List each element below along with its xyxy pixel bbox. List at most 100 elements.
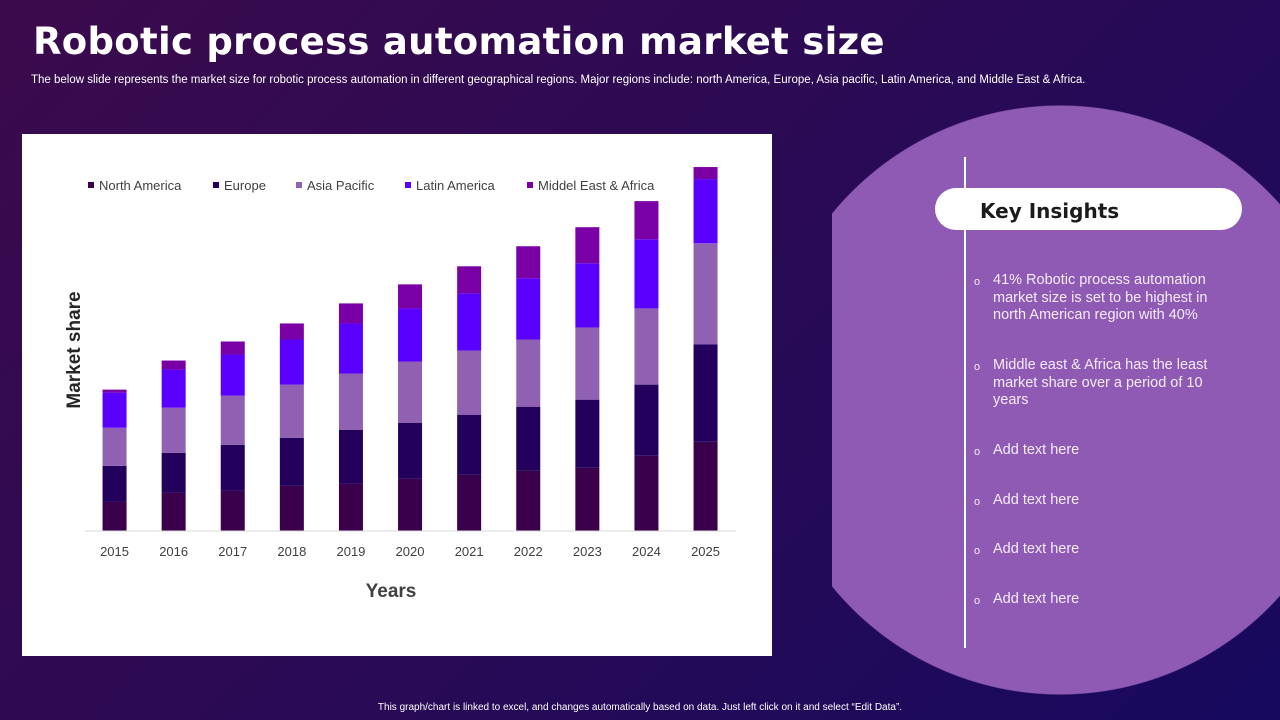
bar-segment-middel-east-africa-2016[interactable]	[161, 360, 186, 370]
bar-segment-north-america-2025[interactable]	[693, 441, 718, 531]
x-tick-label: 2024	[632, 544, 661, 559]
bar-segment-latin-america-2016[interactable]	[161, 369, 186, 408]
bar-segment-latin-america-2017[interactable]	[220, 354, 245, 396]
bar-segment-latin-america-2020[interactable]	[398, 308, 423, 362]
bar-segment-latin-america-2018[interactable]	[279, 339, 304, 385]
x-tick-label: 2025	[691, 544, 720, 559]
bar-segment-europe-2021[interactable]	[457, 414, 482, 475]
key-insights-title: Key Insights	[980, 199, 1120, 223]
insights-list: o 41% Robotic process automation market s…	[974, 272, 1224, 640]
bar-segment-europe-2024[interactable]	[634, 384, 659, 456]
bar-segment-middel-east-africa-2024[interactable]	[634, 201, 659, 240]
bar-segment-north-america-2019[interactable]	[338, 483, 363, 531]
bar-segment-middel-east-africa-2019[interactable]	[338, 303, 363, 324]
bar-segment-north-america-2024[interactable]	[634, 455, 659, 531]
x-tick-label: 2020	[396, 544, 425, 559]
legend-label: Europe	[224, 178, 266, 193]
bullet-circle-icon: o	[974, 276, 981, 288]
x-tick-label: 2015	[100, 544, 129, 559]
legend-swatch	[88, 182, 94, 188]
x-tick-label: 2022	[514, 544, 543, 559]
chart-container[interactable]: North America Europe Asia Pacific Latin Ame…	[22, 134, 772, 656]
bar-segment-latin-america-2021[interactable]	[457, 293, 482, 351]
bar-segment-asia-pacific-2020[interactable]	[398, 361, 423, 423]
legend-label: Latin America	[416, 178, 496, 193]
bar-segment-north-america-2022[interactable]	[516, 470, 541, 531]
legend: North America Europe Asia Pacific Latin Ame…	[88, 178, 655, 193]
key-insights-header: Key Insights	[935, 188, 1242, 230]
bar-segment-asia-pacific-2025[interactable]	[693, 243, 718, 345]
bar-segment-latin-america-2024[interactable]	[634, 239, 659, 309]
bar-segment-asia-pacific-2022[interactable]	[516, 339, 541, 407]
bar-segment-middel-east-africa-2018[interactable]	[279, 323, 304, 340]
bar-segment-europe-2020[interactable]	[398, 422, 423, 479]
x-tick-labels: 2015 2016 2017 2018 2019 2020 2021 2022 2023 2024…	[100, 544, 720, 559]
x-tick-label: 2016	[159, 544, 188, 559]
x-tick-label: 2023	[573, 544, 602, 559]
bar-segment-north-america-2023[interactable]	[575, 467, 600, 531]
bar-segment-asia-pacific-2018[interactable]	[279, 384, 304, 438]
bar-segment-latin-america-2015[interactable]	[102, 392, 127, 428]
insight-item: o 41% Robotic process automation market s…	[974, 272, 1224, 357]
bar-segment-middel-east-africa-2021[interactable]	[457, 266, 482, 294]
bar-segment-europe-2025[interactable]	[693, 344, 718, 442]
bar-segment-asia-pacific-2016[interactable]	[161, 407, 186, 453]
bar-segment-north-america-2021[interactable]	[457, 474, 482, 531]
stacked-bar-chart: North America Europe Asia Pacific Latin Ame…	[64, 167, 736, 602]
bar-segment-asia-pacific-2019[interactable]	[338, 373, 363, 430]
bullet-circle-icon: o	[974, 594, 981, 607]
insight-text: 41% Robotic process automation market si…	[993, 272, 1208, 323]
bar-segment-europe-2023[interactable]	[575, 399, 600, 468]
bar-segment-asia-pacific-2017[interactable]	[220, 395, 245, 445]
x-tick-label: 2018	[277, 544, 306, 559]
bar-segment-middel-east-africa-2017[interactable]	[220, 341, 245, 355]
bar-segment-latin-america-2022[interactable]	[516, 278, 541, 340]
bar-segment-latin-america-2023[interactable]	[575, 263, 600, 328]
legend-swatch	[527, 182, 533, 188]
bar-segment-europe-2016[interactable]	[161, 452, 186, 493]
bar-segment-europe-2019[interactable]	[338, 429, 363, 484]
bar-segment-middel-east-africa-2015[interactable]	[102, 389, 127, 393]
bullet-circle-icon: o	[974, 495, 981, 508]
bullet-circle-icon: o	[974, 446, 981, 458]
bar-segment-europe-2015[interactable]	[102, 465, 127, 502]
legend-label: Middel East & Africa	[538, 178, 655, 193]
bar-segment-latin-america-2025[interactable]	[693, 179, 718, 244]
insight-item: o Add text here	[974, 442, 1224, 492]
insight-item: o Add text here	[974, 492, 1224, 542]
insight-text: Middle east & Africa has the least marke…	[993, 357, 1208, 408]
x-tick-label: 2021	[455, 544, 484, 559]
bar-segment-asia-pacific-2023[interactable]	[575, 327, 600, 400]
legend-swatch	[405, 182, 411, 188]
insight-text: Add text here	[993, 491, 1080, 508]
legend-swatch	[296, 182, 302, 188]
insight-item: o Add text here	[974, 591, 1224, 641]
bullet-circle-icon: o	[974, 361, 981, 373]
bar-segment-north-america-2018[interactable]	[279, 485, 304, 531]
bar-segment-north-america-2017[interactable]	[220, 490, 245, 531]
insight-item: o Add text here	[974, 541, 1224, 591]
bar-segment-europe-2018[interactable]	[279, 437, 304, 486]
bar-segment-middel-east-africa-2022[interactable]	[516, 246, 541, 279]
insight-text: Add text here	[993, 590, 1080, 607]
bar-segment-asia-pacific-2015[interactable]	[102, 427, 127, 466]
page-subtitle: The below slide represents the market si…	[31, 74, 1086, 86]
bar-segment-latin-america-2019[interactable]	[338, 323, 363, 374]
bar-segment-north-america-2020[interactable]	[398, 478, 423, 531]
legend-label: Asia Pacific	[307, 178, 375, 193]
legend-label: North America	[99, 178, 182, 193]
legend-swatch	[213, 182, 219, 188]
x-tick-label: 2019	[336, 544, 365, 559]
bar-segment-north-america-2016[interactable]	[161, 492, 186, 531]
bar-segment-north-america-2015[interactable]	[102, 501, 127, 531]
bar-segment-europe-2022[interactable]	[516, 406, 541, 471]
insight-text: Add text here	[993, 442, 1080, 458]
bar-segment-asia-pacific-2021[interactable]	[457, 350, 482, 415]
bar-segment-asia-pacific-2024[interactable]	[634, 308, 659, 385]
x-tick-label: 2017	[218, 544, 247, 559]
insight-item: o Middle east & Africa has the least mark…	[974, 357, 1224, 442]
bar-segment-europe-2017[interactable]	[220, 444, 245, 491]
bar-segment-middel-east-africa-2020[interactable]	[398, 284, 423, 309]
bar-segment-middel-east-africa-2025[interactable]	[693, 167, 718, 180]
bar-segment-middel-east-africa-2023[interactable]	[575, 227, 600, 264]
